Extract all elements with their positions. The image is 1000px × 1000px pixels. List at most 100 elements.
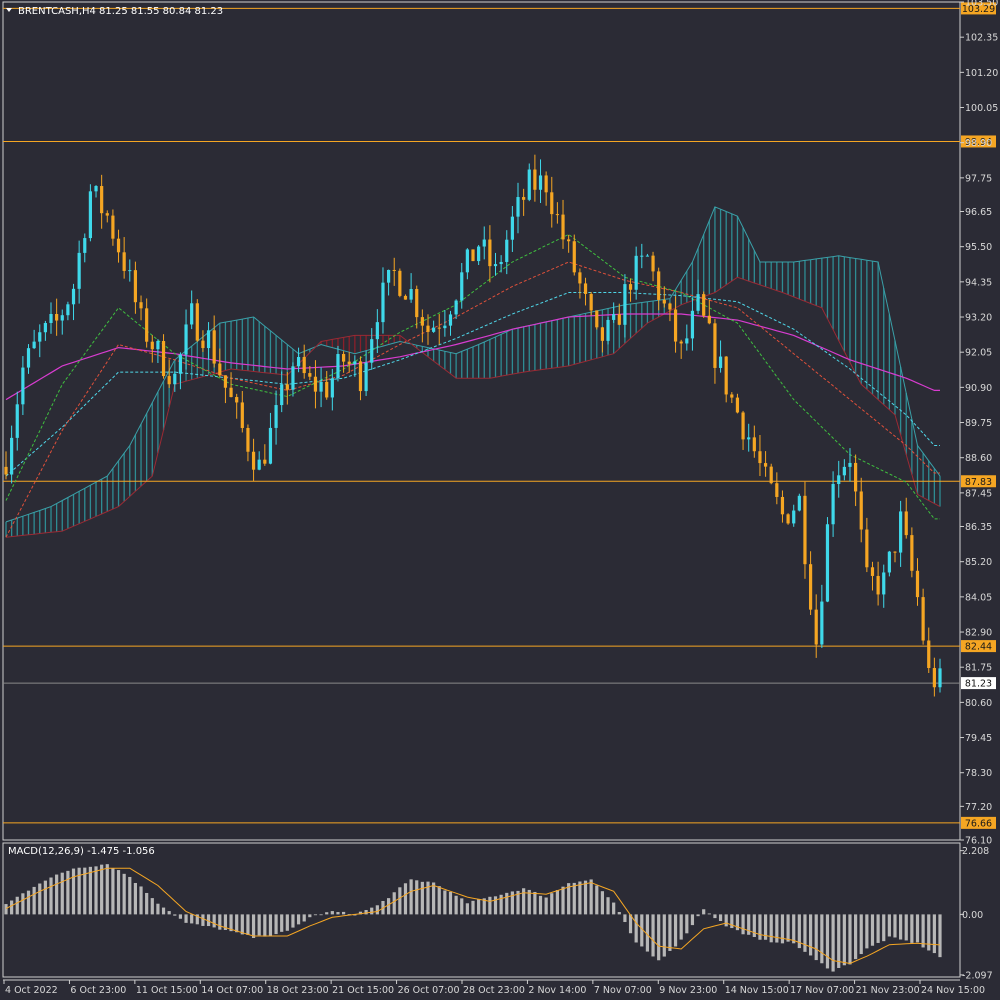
- macd-hist-bar: [932, 914, 936, 954]
- macd-hist-bar: [32, 886, 36, 915]
- candle-body: [780, 496, 785, 515]
- macd-hist-bar: [662, 914, 666, 957]
- time-axis: 4 Oct 2022 6 Oct 23:00 11 Oct 15:00 14 Oct …: [3, 980, 985, 996]
- candle-body: [465, 249, 469, 273]
- candle-body: [229, 387, 233, 398]
- macd-hist-bar: [763, 914, 768, 940]
- candle-body: [432, 327, 436, 332]
- candle-body: [15, 404, 19, 438]
- macd-hist-bar: [724, 914, 728, 927]
- macd-hist-bar: [876, 914, 880, 943]
- macd-header: MACD(12,26,9) -1.475 -1.056: [8, 846, 155, 857]
- macd-hist-bar: [780, 914, 785, 944]
- macd-hist-bar: [628, 914, 633, 934]
- candle-body: [66, 304, 70, 316]
- candle-body: [842, 466, 846, 476]
- macd-hist-bar: [769, 914, 773, 943]
- macd-hist-bar: [443, 890, 447, 915]
- dropdown-triangle-icon[interactable]: [6, 8, 12, 12]
- candle-body: [257, 459, 261, 470]
- macd-hist-bar: [94, 866, 98, 915]
- candle-body: [280, 384, 284, 406]
- current-price-label: 81.23: [965, 679, 992, 690]
- candle-body: [527, 169, 531, 200]
- macd-hist-bar: [713, 914, 717, 919]
- x-tick-label: 21 Oct 15:00: [332, 985, 394, 996]
- x-tick-label: 6 Oct 23:00: [70, 985, 126, 996]
- macd-hist-bar: [741, 914, 745, 935]
- candle-body: [381, 282, 385, 323]
- candle-body: [910, 535, 914, 571]
- candle-body: [848, 462, 852, 467]
- macd-hist-bar: [291, 914, 295, 928]
- macd-hist-bar: [313, 914, 318, 916]
- macd-hist-bar: [825, 914, 830, 969]
- macd-hist-bar: [257, 914, 261, 936]
- candle-body: [392, 269, 396, 271]
- candle-body: [707, 315, 711, 324]
- candle-body: [645, 255, 650, 257]
- candle-body: [218, 363, 222, 376]
- candle-body: [100, 186, 104, 214]
- ema-mid-line: [5, 261, 940, 538]
- candle-body: [493, 264, 498, 267]
- candle-body: [55, 313, 59, 321]
- candle-body: [752, 437, 756, 452]
- level-label-box-3: [961, 640, 996, 653]
- macd-hist-bar: [803, 914, 807, 952]
- macd-hist-bar: [268, 914, 273, 936]
- macd-hist-bar: [460, 898, 464, 915]
- candle-body: [921, 597, 925, 641]
- macd-hist-bar: [915, 914, 920, 943]
- x-tick-label: 14 Oct 07:00: [201, 985, 263, 996]
- macd-hist-bar: [420, 881, 424, 915]
- macd-hist-bar: [285, 914, 289, 931]
- macd-hist-bar: [66, 870, 70, 915]
- macd-hist-bar: [837, 914, 841, 968]
- candle-body: [882, 572, 886, 595]
- macd-hist-bar: [516, 890, 520, 915]
- y-tick-label: 88.60: [965, 453, 992, 464]
- y-tick-label: 77.20: [965, 802, 992, 813]
- candle-body: [825, 524, 830, 602]
- candle-body: [522, 197, 526, 200]
- candle-body: [662, 299, 666, 304]
- candle-body: [735, 397, 740, 413]
- candle-body: [105, 213, 109, 216]
- candle-body: [235, 397, 239, 403]
- x-tick-label: 11 Oct 15:00: [136, 985, 198, 996]
- main-panel-frame: [2, 1, 961, 841]
- candle-body: [696, 294, 700, 311]
- candle-body: [128, 270, 132, 272]
- candle-body: [246, 427, 250, 452]
- macd-hist-bar: [116, 870, 121, 915]
- macd-hist-bar: [330, 911, 334, 915]
- candle-body: [291, 366, 295, 390]
- macd-hist-bar: [842, 914, 846, 966]
- macd-hist-bar: [831, 914, 835, 972]
- level-label-0: 103.29: [962, 4, 995, 15]
- y-tick-label: 89.75: [965, 418, 992, 429]
- level-label-4: 76.66: [965, 818, 992, 829]
- macd-hist-bar: [122, 873, 126, 915]
- x-tick-label: 21 Nov 23:00: [856, 985, 920, 996]
- macd-hist-bar: [640, 914, 644, 947]
- macd-hist-bar: [814, 914, 818, 961]
- candle-body: [927, 640, 931, 669]
- current-price-box: [961, 677, 996, 690]
- candle-body: [797, 495, 801, 511]
- macd-hist-bar: [527, 889, 531, 915]
- y-tick-label: 102.35: [965, 33, 998, 44]
- candle-body: [831, 484, 835, 525]
- candle-body: [657, 271, 661, 300]
- macd-hist-bar: [538, 895, 543, 915]
- candle-body: [718, 356, 723, 368]
- candle-body: [139, 302, 143, 309]
- macd-hist-bar: [167, 911, 171, 915]
- macd-hist-bar: [668, 914, 672, 951]
- macd-hist-bar: [572, 882, 576, 915]
- candle-body: [88, 191, 92, 239]
- candle-body: [550, 192, 554, 215]
- macd-hist-bar: [567, 883, 571, 915]
